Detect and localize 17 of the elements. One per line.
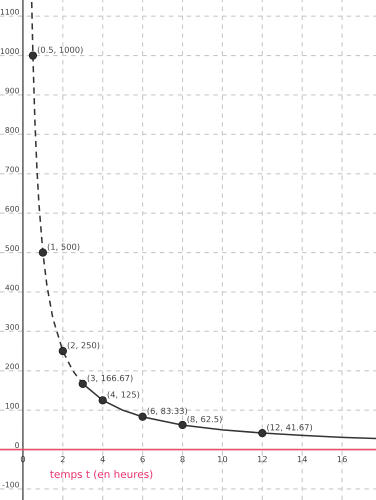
x-axis-title: temps t (en heures) <box>50 470 152 480</box>
data-label: (2, 250) <box>68 342 100 350</box>
x-tick-label: 4 <box>100 456 105 462</box>
x-tick-label: 6 <box>140 456 145 462</box>
x-tick-label: 8 <box>180 456 185 462</box>
data-label: (6, 83.33) <box>148 408 188 416</box>
x-tick-label: 14 <box>298 456 308 462</box>
x-tick-label: 2 <box>60 456 65 462</box>
data-label: (12, 41.67) <box>267 424 312 432</box>
data-label: (1, 500) <box>48 243 80 251</box>
x-tick-label: 10 <box>218 456 228 462</box>
data-label: (8, 62.5) <box>187 416 222 424</box>
data-label: (4, 125) <box>108 391 140 399</box>
x-tick-label: 16 <box>338 456 347 462</box>
data-label: (3, 166.67) <box>88 374 132 382</box>
data-label: (0.5, 1000) <box>38 46 83 54</box>
x-tick-label: 12 <box>258 456 267 462</box>
